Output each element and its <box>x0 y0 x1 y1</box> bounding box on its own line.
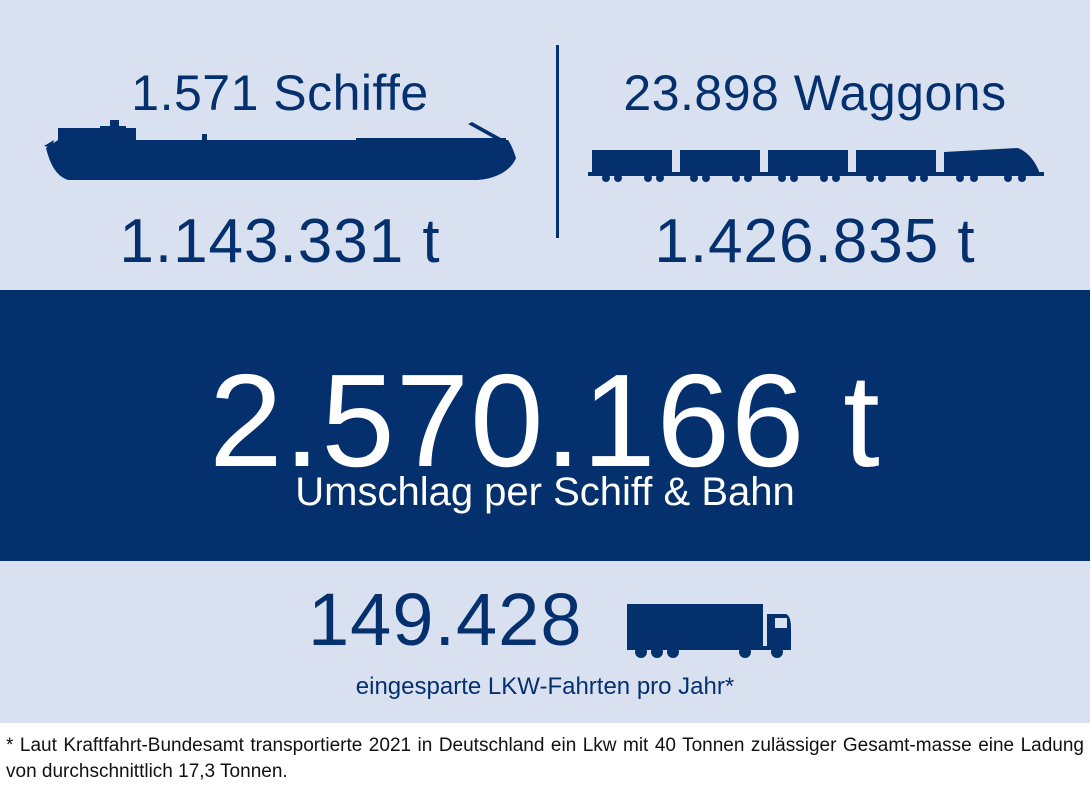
trucks-label: eingesparte LKW-Fahrten pro Jahr* <box>355 673 735 700</box>
footnote: * Laut Kraftfahrt-Bundesamt transportier… <box>6 735 1084 782</box>
wagons-tons: 1.426.835 t <box>654 207 976 276</box>
column-divider <box>556 45 559 238</box>
train-icon <box>588 148 1044 182</box>
trucks-value: 149.428 <box>308 578 583 661</box>
wagons-count: 23.898 Waggons <box>623 65 1007 121</box>
ships-count: 1.571 Schiffe <box>131 65 429 121</box>
total-value: 2.570.166 t <box>209 347 881 494</box>
total-band <box>0 290 1090 561</box>
total-label: Umschlag per Schiff & Bahn <box>295 470 795 514</box>
truck-icon <box>627 604 791 658</box>
ships-tons: 1.143.331 t <box>119 207 441 276</box>
ship-icon <box>44 120 516 180</box>
